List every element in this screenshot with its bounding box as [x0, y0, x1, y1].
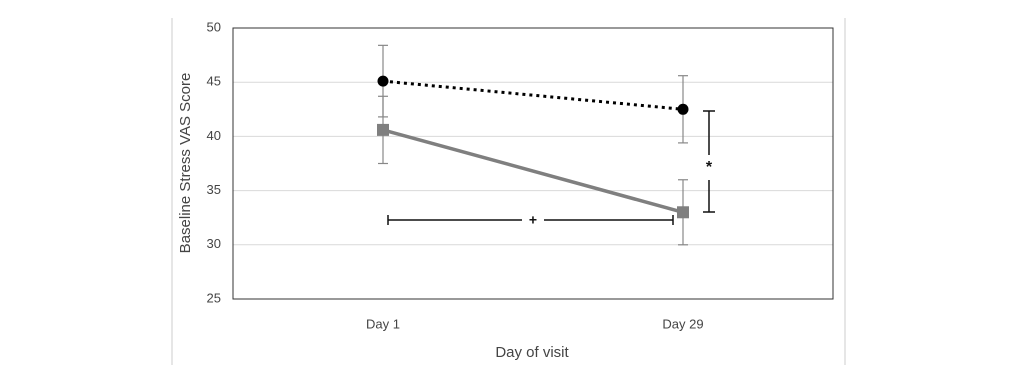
- marker: [677, 103, 689, 115]
- y-tick-label: 35: [207, 182, 221, 197]
- x-tick-label: Day 1: [366, 316, 400, 331]
- y-tick-label: 30: [207, 236, 221, 251]
- y-tick-label: 45: [207, 74, 221, 89]
- x-axis-label: Day of visit: [495, 344, 569, 361]
- annotation: +: [529, 212, 537, 228]
- series-line: [382, 79, 684, 111]
- plot-border: [232, 27, 834, 300]
- annotation: *: [706, 159, 713, 176]
- marker: [377, 75, 389, 87]
- marker: [377, 123, 389, 136]
- y-axis-label: Baseline Stress VAS Score: [177, 73, 194, 254]
- series-line: [382, 128, 684, 214]
- y-tick-label: 40: [207, 128, 221, 143]
- y-tick-label: 25: [207, 290, 221, 305]
- x-tick-label: Day 29: [662, 316, 703, 331]
- marker: [677, 206, 689, 219]
- y-tick-label: 50: [207, 19, 221, 34]
